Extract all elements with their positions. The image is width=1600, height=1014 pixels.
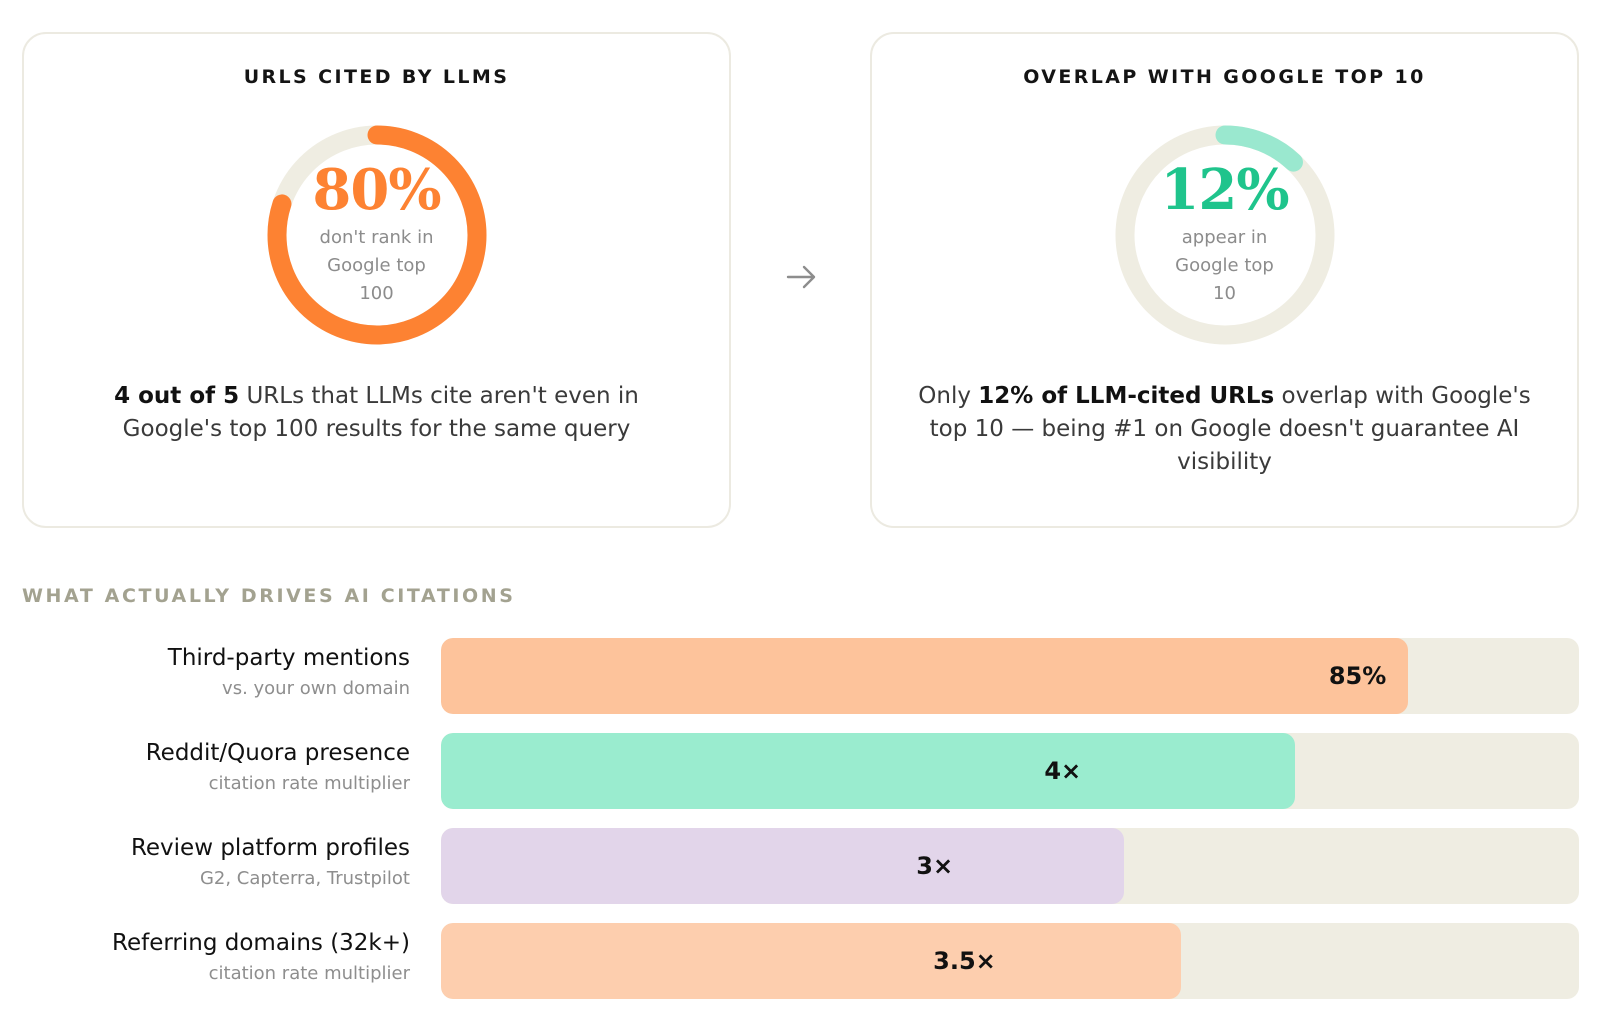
urls-cited-card: URLS CITED BY LLMS 80% don't rank in Goo… xyxy=(22,32,731,528)
bar-row: Review platform profiles G2, Capterra, Tr… xyxy=(0,828,1600,904)
donut-svg xyxy=(267,125,486,345)
bar-subtitle: citation rate multiplier xyxy=(208,963,410,984)
desc-text: URLs that LLMs cite aren't even in Googl… xyxy=(122,383,639,442)
bar-row: Reddit/Quora presence citation rate multi… xyxy=(0,733,1600,809)
section-title: WHAT ACTUALLY DRIVES AI CITATIONS xyxy=(22,585,516,607)
card-title: OVERLAP WITH GOOGLE TOP 10 xyxy=(1023,66,1426,88)
bar-fill xyxy=(441,828,1124,904)
bar-category: Review platform profiles xyxy=(130,835,410,861)
desc-pre: Only xyxy=(918,383,979,409)
google-overlap-card: OVERLAP WITH GOOGLE TOP 10 12% appear in… xyxy=(870,32,1579,528)
bar-track: 3× xyxy=(441,828,1579,904)
bar-track: 4× xyxy=(441,733,1579,809)
donut-chart: 12% appear in Google top 10 xyxy=(1110,120,1340,350)
desc-bold: 12% of LLM-cited URLs xyxy=(978,383,1275,409)
bar-value-label: 3× xyxy=(916,852,954,880)
donut-caption: don't rank in Google top 100 xyxy=(319,227,434,304)
arrow-right-icon xyxy=(784,262,820,292)
bar-subtitle: citation rate multiplier xyxy=(208,773,410,794)
bar-label: Referring domains (32k+) citation rate mu… xyxy=(112,927,410,989)
bar-value-label: 4× xyxy=(1044,757,1082,785)
bar-label: Reddit/Quora presence citation rate multi… xyxy=(146,737,410,799)
bar-label: Third-party mentions vs. your own domain xyxy=(168,642,410,704)
bar-subtitle: G2, Capterra, Trustpilot xyxy=(199,868,410,889)
donut-arc xyxy=(1115,125,1334,345)
bar-track: 3.5× xyxy=(441,923,1579,999)
donut-arc xyxy=(267,125,486,345)
bar-category: Third-party mentions xyxy=(167,645,410,671)
bar-value-label: 85% xyxy=(1328,662,1387,690)
donut-caption: appear in Google top 10 xyxy=(1175,227,1274,304)
bar-label: Review platform profiles G2, Capterra, Tr… xyxy=(131,832,410,894)
bar-subtitle: vs. your own domain xyxy=(222,678,410,699)
bar-fill xyxy=(441,733,1295,809)
bar-fill xyxy=(441,638,1409,714)
card-description: Only 12% of LLM-cited URLs overlap with … xyxy=(912,380,1537,479)
card-title: URLS CITED BY LLMS xyxy=(243,66,510,88)
donut-svg xyxy=(1115,125,1334,345)
desc-bold: 4 out of 5 xyxy=(114,383,240,409)
bar-value-label: 3.5× xyxy=(933,947,996,975)
bar-category: Reddit/Quora presence xyxy=(145,740,410,766)
bar-category: Referring domains (32k+) xyxy=(112,930,410,956)
bar-fill xyxy=(441,923,1181,999)
bar-track: 85% xyxy=(441,638,1579,714)
donut-chart: 80% don't rank in Google top 100 xyxy=(262,120,492,350)
bar-row: Third-party mentions vs. your own domain 8… xyxy=(0,638,1600,714)
desc-text: overlap with Google's top 10 — being #1 … xyxy=(929,383,1531,475)
bar-row: Referring domains (32k+) citation rate mu… xyxy=(0,923,1600,999)
donut-value: 80% xyxy=(312,157,441,223)
card-description: 4 out of 5 URLs that LLMs cite aren't ev… xyxy=(64,380,689,446)
donut-value: 12% xyxy=(1160,157,1289,223)
